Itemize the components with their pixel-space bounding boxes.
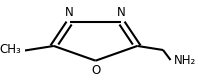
Text: CH₃: CH₃ bbox=[0, 43, 21, 56]
Text: N: N bbox=[117, 6, 126, 19]
Text: O: O bbox=[91, 64, 100, 77]
Text: N: N bbox=[65, 6, 74, 19]
Text: NH₂: NH₂ bbox=[174, 54, 196, 67]
